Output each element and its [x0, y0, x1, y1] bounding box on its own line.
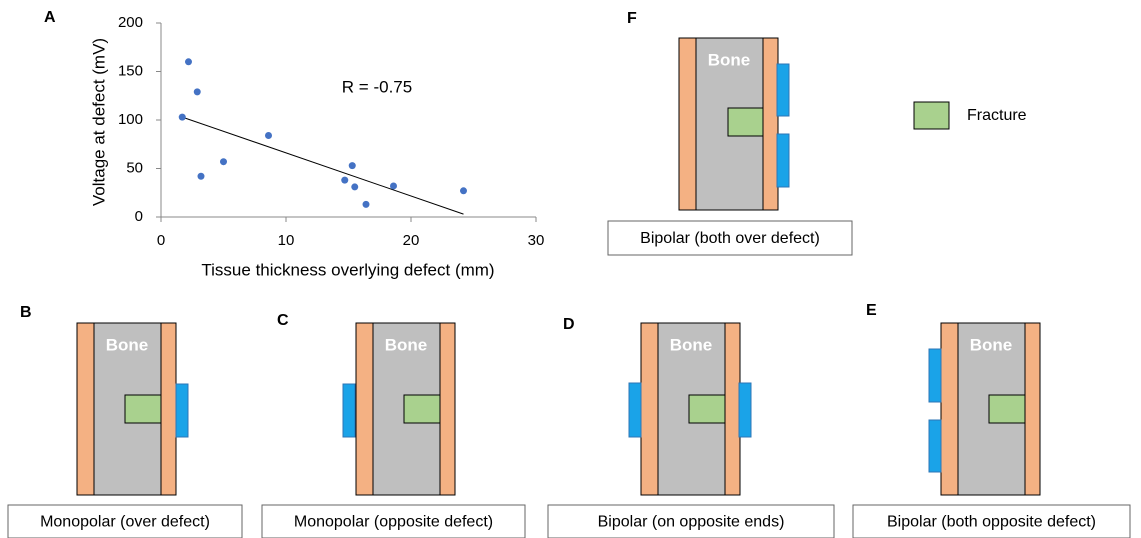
panel-label: A — [44, 9, 56, 26]
electrode — [343, 384, 355, 437]
bone-label: Bone — [970, 335, 1013, 354]
data-point — [390, 182, 397, 189]
cortex — [1025, 323, 1040, 495]
data-point — [349, 162, 356, 169]
electrode — [777, 134, 789, 187]
panel-label: E — [866, 302, 877, 319]
y-tick-label: 200 — [118, 14, 143, 31]
y-tick-label: 50 — [126, 159, 143, 176]
y-tick-label: 0 — [135, 208, 143, 225]
x-tick-label: 20 — [403, 232, 420, 249]
x-tick-label: 0 — [157, 232, 165, 249]
panel-label: D — [563, 316, 575, 333]
data-point — [351, 183, 358, 190]
x-tick-label: 10 — [278, 232, 295, 249]
data-point — [341, 177, 348, 184]
legend-label: Fracture — [967, 107, 1027, 124]
cortex — [356, 323, 373, 495]
cortex — [641, 323, 658, 495]
fracture — [728, 108, 763, 136]
caption: Bipolar (both opposite defect) — [887, 514, 1096, 531]
y-axis-title: Voltage at defect (mV) — [89, 38, 108, 206]
electrode — [629, 383, 641, 437]
data-point — [185, 58, 192, 65]
electrode — [176, 384, 188, 437]
fracture — [125, 395, 161, 423]
bone-label: Bone — [670, 335, 713, 354]
electrode — [777, 64, 789, 116]
caption: Monopolar (over defect) — [40, 514, 210, 531]
bone-label: Bone — [385, 335, 428, 354]
bone-label: Bone — [106, 335, 149, 354]
cortex — [941, 323, 958, 495]
data-point — [194, 88, 201, 95]
fracture — [689, 395, 725, 423]
y-tick-label: 150 — [118, 62, 143, 79]
cortex — [77, 323, 94, 495]
data-point — [363, 201, 370, 208]
x-tick-label: 30 — [528, 232, 545, 249]
caption: Monopolar (opposite defect) — [294, 514, 493, 531]
fracture — [989, 395, 1025, 423]
panel-label: C — [277, 312, 289, 329]
trendline — [182, 117, 463, 214]
y-tick-label: 100 — [118, 111, 143, 128]
panel-label: F — [627, 10, 637, 27]
fracture — [404, 395, 440, 423]
bone-label: Bone — [708, 50, 751, 69]
figure: A R = -0.75 Tissue thickness overlying d… — [0, 0, 1141, 538]
electrode — [929, 349, 941, 402]
cortex — [679, 38, 696, 210]
electrode — [739, 383, 751, 437]
data-point — [179, 114, 186, 121]
caption: Bipolar (both over defect) — [640, 230, 820, 247]
data-point — [265, 132, 272, 139]
legend-swatch — [914, 102, 949, 129]
x-axis-title: Tissue thickness overlying defect (mm) — [201, 260, 494, 279]
annotation: R = -0.75 — [342, 77, 412, 96]
panel-label: B — [20, 304, 32, 321]
caption: Bipolar (on opposite ends) — [598, 514, 785, 531]
data-point — [460, 187, 467, 194]
data-point — [198, 173, 205, 180]
cortex — [725, 323, 740, 495]
data-point — [220, 158, 227, 165]
cortex — [763, 38, 778, 210]
electrode — [929, 420, 941, 472]
cortex — [440, 323, 455, 495]
cortex — [161, 323, 176, 495]
